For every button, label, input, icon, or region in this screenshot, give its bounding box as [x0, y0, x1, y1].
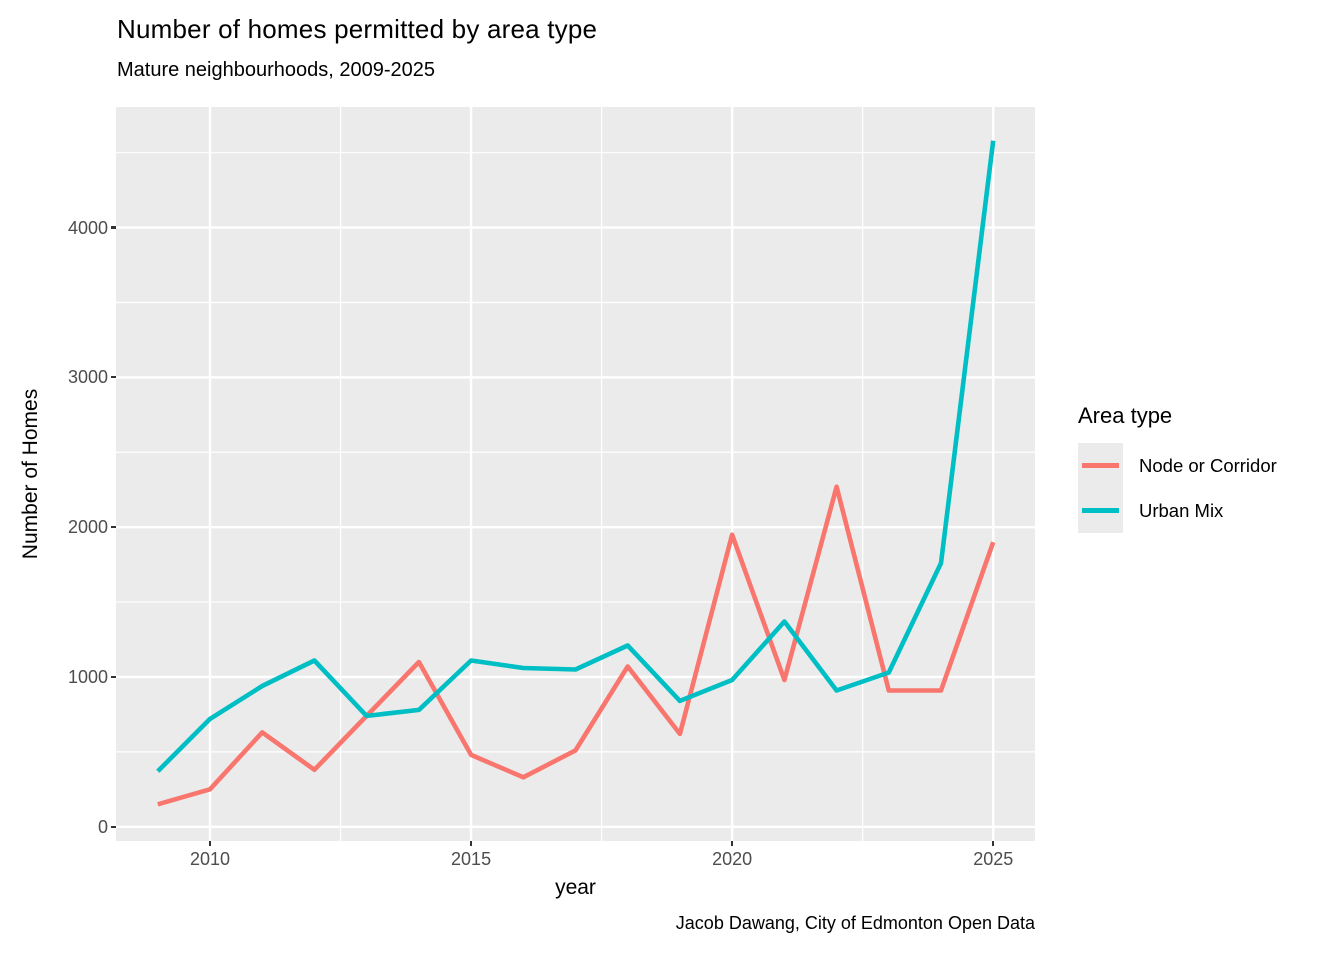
x-axis-title: year — [555, 876, 596, 899]
legend-label: Node or Corridor — [1139, 454, 1277, 476]
page-subtitle: Mature neighbourhoods, 2009-2025 — [117, 59, 436, 81]
legend-title: Area type — [1078, 403, 1173, 428]
line-swatch-icon — [1082, 508, 1119, 513]
series-line-urban-mix — [156, 140, 996, 773]
y-tick-label: 1000 — [67, 666, 108, 687]
x-tick-mark — [208, 841, 212, 846]
page-title: Number of homes permitted by area type — [117, 14, 598, 44]
y-tick-label: 3000 — [67, 367, 108, 388]
legend-item-node-or-corridor: Node or Corridor — [1078, 443, 1277, 488]
line-swatch-icon — [1082, 463, 1119, 468]
x-tick-label: 2020 — [712, 849, 753, 869]
x-tick-label: 2015 — [451, 849, 492, 869]
y-tick-label: 4000 — [67, 217, 108, 238]
x-tick-mark — [731, 841, 734, 846]
x-tick-label: 2010 — [189, 849, 230, 869]
chart-canvas — [116, 107, 1035, 841]
legend-key-swatch — [1078, 443, 1123, 488]
series-line-node-or-corridor — [157, 484, 996, 807]
chart-panel — [116, 107, 1035, 841]
y-axis-title: Number of Homes — [19, 388, 42, 560]
x-tick-mark — [469, 841, 473, 846]
legend-item-urban-mix: Urban Mix — [1078, 488, 1277, 533]
x-tick-mark — [992, 841, 995, 846]
x-tick-label: 2025 — [973, 849, 1014, 869]
legend-key-swatch — [1078, 488, 1123, 533]
legend-label: Urban Mix — [1139, 499, 1224, 521]
legend: Area type Node or Corridor Urban Mix — [1078, 403, 1277, 533]
chart-caption: Jacob Dawang, City of Edmonton Open Data — [675, 913, 1035, 933]
y-tick-label: 0 — [97, 816, 108, 837]
